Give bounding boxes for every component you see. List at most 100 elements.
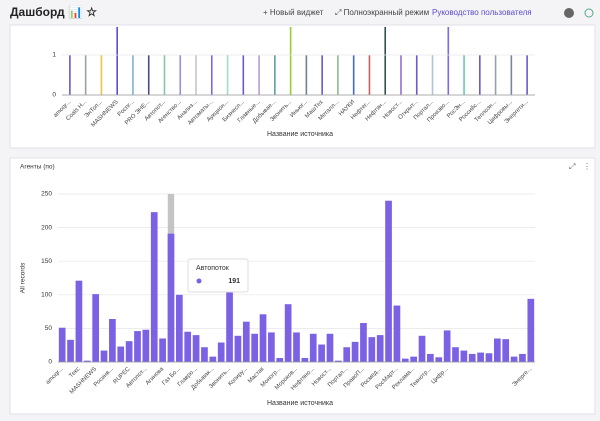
bar (84, 55, 87, 95)
avatar[interactable] (564, 8, 574, 18)
bar (184, 331, 192, 362)
new-widget-button[interactable]: + Новый виджет (263, 8, 324, 17)
bar (83, 360, 91, 362)
bar (479, 55, 481, 95)
bar (415, 55, 418, 95)
tooltip-dot (196, 278, 202, 284)
bar (142, 329, 150, 362)
fullscreen-button[interactable]: ⤢ Полноэкранный режим (334, 8, 429, 17)
bar (460, 350, 468, 362)
bar (226, 55, 229, 95)
bar (427, 353, 434, 362)
y-tick-label: 1 (52, 52, 56, 59)
y-tick-label: 150 (41, 258, 52, 265)
bar (147, 55, 150, 95)
bar (201, 347, 208, 362)
bar (259, 314, 267, 362)
menu-icon[interactable]: ⋮ (583, 162, 591, 171)
bar (125, 341, 133, 362)
bar (75, 280, 83, 362)
bar (485, 353, 493, 362)
bar (326, 333, 334, 362)
bar (134, 331, 141, 362)
bar (410, 356, 418, 362)
header-bar (0, 0, 600, 24)
bar (309, 333, 317, 362)
bar (318, 344, 325, 362)
y-axis-label: All records (20, 262, 27, 293)
widget-card (9, 157, 596, 415)
bar (109, 318, 116, 362)
guide-link[interactable]: Руководство пользователя (432, 8, 532, 17)
bar (510, 356, 518, 362)
bar (502, 339, 510, 362)
bar (179, 55, 182, 95)
bar (195, 55, 197, 95)
bar (510, 55, 513, 95)
bar (132, 55, 134, 95)
bar (217, 342, 225, 362)
bar (242, 321, 250, 362)
y-tick-label: 50 (45, 325, 53, 332)
bar (167, 233, 175, 362)
bar (100, 55, 103, 95)
bar (494, 55, 497, 95)
bar (117, 346, 125, 362)
bar (400, 55, 402, 95)
bar (305, 55, 308, 95)
bar (337, 55, 339, 95)
x-axis-label: Название источника (267, 131, 333, 138)
bar (69, 55, 71, 95)
bar (67, 339, 74, 362)
bar (527, 298, 535, 362)
bar (268, 332, 275, 362)
bar (352, 55, 355, 95)
widget-card (9, 24, 596, 149)
bar (493, 338, 501, 362)
bar (301, 357, 309, 362)
bar (321, 55, 323, 95)
bar (242, 55, 245, 95)
bar (192, 335, 200, 362)
sync-icon[interactable] (584, 8, 594, 18)
bar (284, 304, 292, 362)
y-tick-label: 250 (41, 191, 52, 198)
bar (368, 55, 371, 95)
bar (276, 357, 284, 362)
bar (209, 356, 217, 362)
expand-icon[interactable]: ⤢ (568, 162, 575, 171)
bar (443, 330, 451, 362)
bar (258, 55, 260, 95)
bar (234, 335, 242, 362)
bar (376, 335, 384, 362)
bar (393, 305, 401, 362)
bar (343, 347, 351, 362)
bar (384, 27, 387, 95)
y-tick-label: 0 (52, 92, 56, 99)
bar (360, 323, 367, 362)
dashboard-title: Дашборд 📊 ☆ (10, 5, 97, 19)
bar (431, 55, 434, 95)
bar (150, 212, 158, 362)
bar (274, 55, 276, 95)
bar (368, 337, 376, 362)
bar (477, 352, 484, 362)
y-tick-label: 0 (48, 359, 52, 366)
bar (159, 338, 166, 362)
bar (100, 350, 108, 362)
bar (447, 27, 450, 95)
bar (175, 294, 183, 362)
bar (58, 327, 66, 362)
bar (435, 357, 443, 362)
bar (92, 294, 100, 362)
bar (519, 353, 526, 362)
y-tick-label: 200 (41, 224, 52, 231)
y-tick-label: 100 (41, 292, 52, 299)
bar (289, 27, 292, 95)
bar (251, 333, 259, 362)
bar (226, 261, 233, 362)
bar (293, 332, 300, 362)
bar (116, 27, 118, 95)
